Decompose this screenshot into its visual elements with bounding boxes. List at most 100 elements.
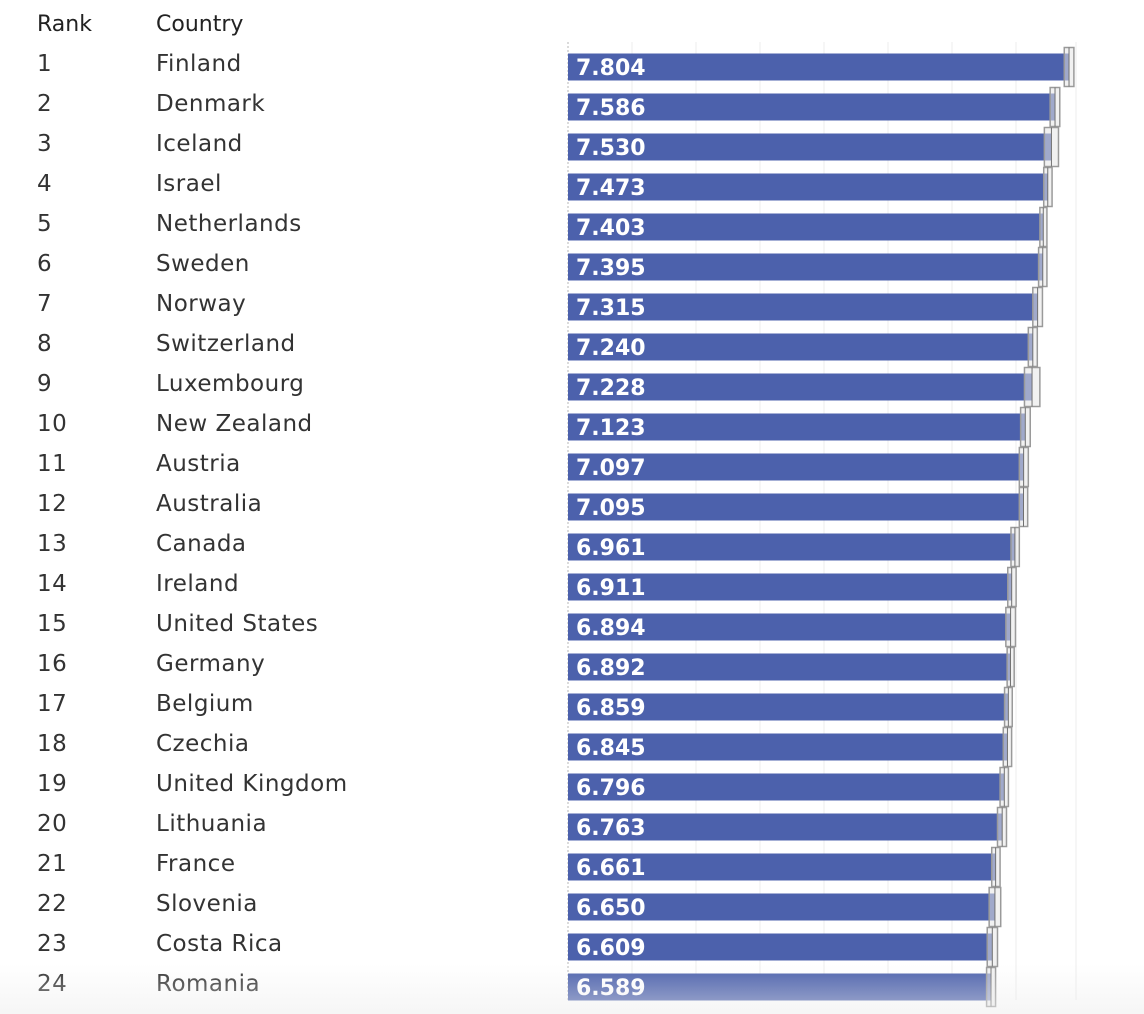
bar[interactable] xyxy=(568,733,1008,761)
value-label: 7.097 xyxy=(576,456,646,481)
value-label: 7.228 xyxy=(576,376,646,401)
rank-value: 20 xyxy=(37,811,68,837)
rank-value: 2 xyxy=(37,91,53,117)
bar[interactable] xyxy=(568,533,1015,561)
country-name: Lithuania xyxy=(156,811,268,837)
table-row: 5 Netherlands xyxy=(0,206,560,246)
value-label: 7.586 xyxy=(576,96,646,121)
rank-column-header: Rank xyxy=(37,12,92,37)
bar[interactable] xyxy=(568,253,1043,281)
bar[interactable] xyxy=(568,653,1011,681)
value-label: 7.530 xyxy=(576,136,646,161)
table-row: 1 Finland xyxy=(0,46,560,86)
rank-value: 5 xyxy=(37,211,53,237)
rank-value: 6 xyxy=(37,251,53,277)
country-name: Iceland xyxy=(156,131,243,157)
value-label: 7.315 xyxy=(576,296,646,321)
value-label: 6.661 xyxy=(576,856,646,881)
country-name: Netherlands xyxy=(156,211,302,237)
bar[interactable] xyxy=(568,573,1012,601)
rank-value: 12 xyxy=(37,491,68,517)
bar[interactable] xyxy=(568,453,1024,481)
table-row: 16 Germany xyxy=(0,646,560,686)
country-name: Sweden xyxy=(156,251,250,277)
country-name: Slovenia xyxy=(156,891,258,917)
value-label: 7.240 xyxy=(576,336,646,361)
country-name: Finland xyxy=(156,51,242,77)
value-label: 6.763 xyxy=(576,816,646,841)
table-row: 3 Iceland xyxy=(0,126,560,166)
bar[interactable] xyxy=(568,933,993,961)
country-name: France xyxy=(156,851,236,877)
bar[interactable] xyxy=(568,213,1044,241)
country-name: Ireland xyxy=(156,571,240,597)
table-row: 13 Canada xyxy=(0,526,560,566)
bar[interactable] xyxy=(568,293,1038,321)
table-row: 2 Denmark xyxy=(0,86,560,126)
bar[interactable] xyxy=(568,373,1033,401)
bar[interactable] xyxy=(568,853,996,881)
table-row: 23 Costa Rica xyxy=(0,926,560,966)
value-label: 6.796 xyxy=(576,776,646,801)
rank-value: 13 xyxy=(37,531,68,557)
bar[interactable] xyxy=(568,173,1048,201)
country-name: Denmark xyxy=(156,91,266,117)
table-row: 21 France xyxy=(0,846,560,886)
value-label: 6.609 xyxy=(576,936,646,961)
country-name: Israel xyxy=(156,171,222,197)
bar[interactable] xyxy=(568,53,1070,81)
rank-value: 1 xyxy=(37,51,53,77)
bar[interactable] xyxy=(568,613,1011,641)
country-column-header: Country xyxy=(156,12,244,37)
country-name: Norway xyxy=(156,291,247,317)
table-row: 15 United States xyxy=(0,606,560,646)
bar[interactable] xyxy=(568,413,1026,441)
bar[interactable] xyxy=(568,893,995,921)
value-label: 6.589 xyxy=(576,976,646,1001)
table-row: 14 Ireland xyxy=(0,566,560,606)
table-row: 19 United Kingdom xyxy=(0,766,560,806)
table-row: 10 New Zealand xyxy=(0,406,560,446)
value-label: 7.473 xyxy=(576,176,646,201)
table-row: 20 Lithuania xyxy=(0,806,560,846)
table-row: 9 Luxembourg xyxy=(0,366,560,406)
country-name: Canada xyxy=(156,531,247,557)
value-label: 7.123 xyxy=(576,416,646,441)
bar[interactable] xyxy=(568,333,1033,361)
table-row: 12 Australia xyxy=(0,486,560,526)
value-label: 7.395 xyxy=(576,256,646,281)
bar[interactable] xyxy=(568,493,1024,521)
table-row: 22 Slovenia xyxy=(0,886,560,926)
rank-value: 19 xyxy=(37,771,68,797)
table-row: 11 Austria xyxy=(0,446,560,486)
country-name: Austria xyxy=(156,451,241,477)
country-name: Switzerland xyxy=(156,331,296,357)
rank-value: 11 xyxy=(37,451,68,477)
value-label: 6.859 xyxy=(576,696,646,721)
bar[interactable] xyxy=(568,133,1052,161)
rank-value: 21 xyxy=(37,851,68,877)
value-label: 6.892 xyxy=(576,656,646,681)
table-row: 8 Switzerland xyxy=(0,326,560,366)
bar[interactable] xyxy=(568,773,1005,801)
value-label: 6.961 xyxy=(576,536,646,561)
table-row: 18 Czechia xyxy=(0,726,560,766)
rank-value: 8 xyxy=(37,331,53,357)
table-row: 6 Sweden xyxy=(0,246,560,286)
table-row: 17 Belgium xyxy=(0,686,560,726)
rank-value: 22 xyxy=(37,891,68,917)
bar[interactable] xyxy=(568,813,1003,841)
bar[interactable] xyxy=(568,693,1009,721)
rank-value: 15 xyxy=(37,611,68,637)
rank-value: 16 xyxy=(37,651,68,677)
value-label: 6.894 xyxy=(576,616,646,641)
rank-value: 9 xyxy=(37,371,53,397)
value-label: 6.650 xyxy=(576,896,646,921)
bar[interactable] xyxy=(568,93,1056,121)
table-row: 4 Israel xyxy=(0,166,560,206)
rank-value: 18 xyxy=(37,731,68,757)
rank-value: 7 xyxy=(37,291,53,317)
rank-value: 14 xyxy=(37,571,68,597)
table-row: 7 Norway xyxy=(0,286,560,326)
